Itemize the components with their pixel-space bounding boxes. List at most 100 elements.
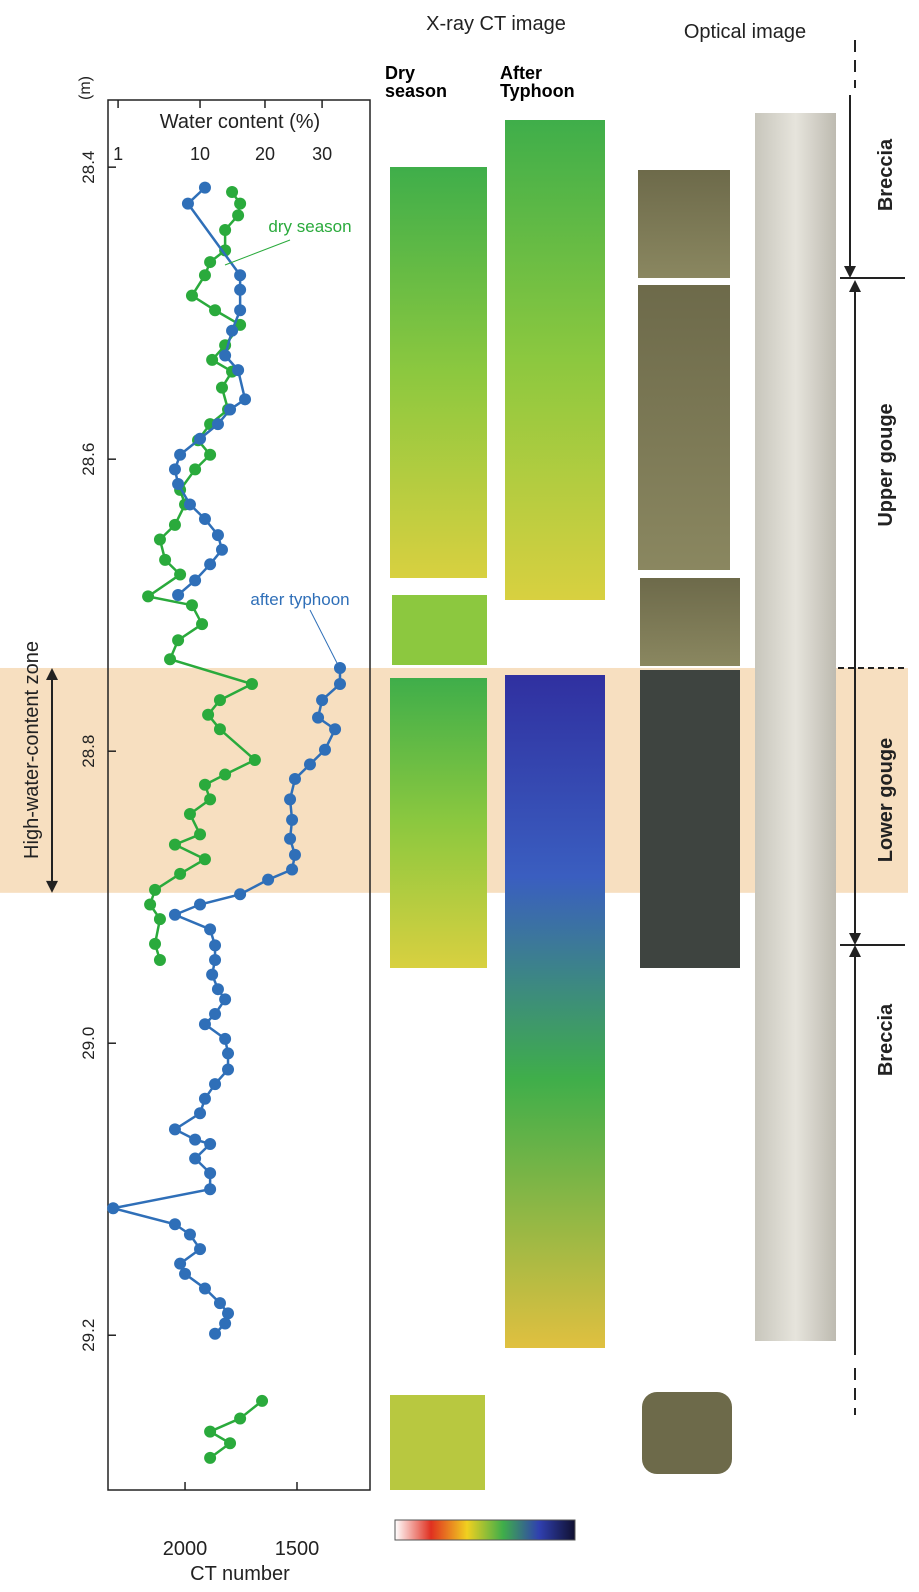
unit-label: Breccia: [875, 138, 897, 211]
data-point: [183, 1228, 196, 1241]
optical-image: [638, 285, 730, 570]
x2-tick-label: 30: [312, 144, 332, 164]
data-point: [256, 1394, 269, 1407]
ct-image: [390, 678, 487, 968]
data-point: [204, 558, 217, 571]
data-point: [172, 634, 185, 647]
data-point: [204, 1183, 217, 1196]
data-point: [204, 448, 217, 461]
data-point: [219, 768, 232, 781]
data-point: [234, 304, 247, 317]
data-point: [222, 1063, 235, 1076]
data-point: [219, 993, 232, 1006]
data-point: [172, 478, 185, 491]
data-point: [209, 1078, 222, 1091]
data-point: [168, 838, 181, 851]
plot: 28.4 28.6 28.8 29.0 29.2 2000 1500 1 10 20 30 dry s…: [79, 100, 352, 1560]
data-point: [168, 463, 181, 476]
data-point: [288, 772, 301, 785]
data-point: [185, 599, 198, 612]
data-point: [234, 1412, 247, 1425]
data-point: [284, 793, 297, 806]
data-point: [219, 223, 232, 236]
data-point: [204, 256, 217, 269]
data-point: [232, 209, 245, 222]
ct-image: [505, 675, 605, 1348]
x-tick-label: 1500: [275, 1538, 320, 1560]
data-point: [174, 1257, 187, 1270]
data-point: [198, 1092, 211, 1105]
data-point: [209, 1008, 222, 1021]
data-point: [168, 1218, 181, 1231]
data-point: [219, 1032, 232, 1045]
data-point: [153, 533, 166, 546]
unit-label: Lower gouge: [875, 738, 897, 862]
data-point: [204, 923, 217, 936]
data-point: [288, 848, 301, 861]
ct-image: [390, 167, 487, 578]
optical-image: [638, 170, 730, 278]
data-point: [215, 381, 228, 394]
data-point: [209, 939, 222, 952]
data-point: [142, 590, 155, 603]
data-point: [286, 863, 299, 876]
x-axis-label: CT number: [190, 1563, 290, 1585]
data-point: [234, 269, 247, 282]
leader-line: [224, 239, 291, 266]
data-point: [222, 1047, 235, 1060]
zone-arrowhead: [46, 880, 58, 893]
data-point: [209, 304, 222, 317]
data-point: [209, 953, 222, 966]
typhoon-label: After Typhoon: [500, 64, 575, 101]
data-point: [181, 197, 194, 210]
data-point: [206, 968, 219, 981]
data-point: [198, 181, 211, 194]
unit-label: Breccia: [875, 1003, 897, 1076]
data-point: [204, 1137, 217, 1150]
ct-typhoon-images: [505, 120, 605, 1348]
data-point: [226, 185, 239, 198]
zone-arrowhead: [46, 667, 58, 680]
data-point: [232, 364, 245, 377]
plot-frame: [107, 99, 371, 1491]
data-point: [183, 498, 196, 511]
data-point: [209, 1327, 222, 1340]
ct-title: X-ray CT image: [426, 13, 566, 35]
data-point: [198, 778, 211, 791]
data-point: [189, 574, 202, 587]
data-point: [149, 937, 162, 950]
data-point: [194, 432, 207, 445]
data-point: [312, 711, 325, 724]
data-point: [174, 448, 187, 461]
data-point: [245, 678, 258, 691]
data-point: [179, 1267, 192, 1280]
ct-image: [392, 595, 487, 665]
series-label: dry season: [268, 217, 351, 236]
data-point: [224, 403, 237, 416]
data-point: [198, 269, 211, 282]
data-point: [215, 543, 228, 556]
y-tick-label: 28.8: [79, 735, 98, 768]
data-point: [198, 1018, 211, 1031]
x-tick-label: 2000: [163, 1538, 208, 1560]
data-point: [174, 568, 187, 581]
data-point: [204, 1425, 217, 1438]
data-point: [164, 653, 177, 666]
data-point: [211, 983, 224, 996]
data-point: [174, 867, 187, 880]
data-point: [329, 723, 342, 736]
optical-images: [638, 113, 836, 1474]
data-point: [198, 1282, 211, 1295]
data-point: [202, 708, 215, 721]
data-point: [234, 888, 247, 901]
y-tick-label: 28.4: [79, 151, 98, 184]
data-point: [284, 832, 297, 845]
data-point: [211, 529, 224, 542]
optical-image: [640, 670, 740, 968]
data-point: [153, 953, 166, 966]
data-point: [234, 197, 247, 210]
dry-label-box: Dry season: [385, 64, 447, 100]
data-point: [189, 1133, 202, 1146]
data-point: [168, 518, 181, 531]
